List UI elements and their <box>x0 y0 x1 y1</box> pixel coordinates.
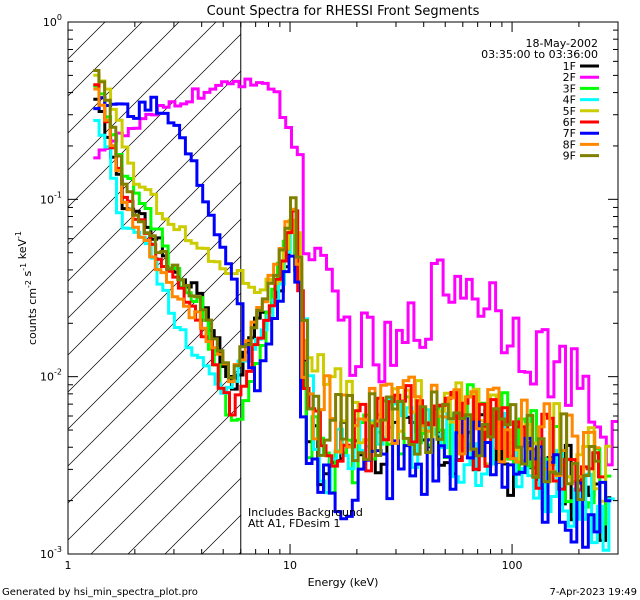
series-line-9F <box>93 69 601 502</box>
plot-frame <box>67 21 619 555</box>
legend-label-2F: 2F <box>563 71 576 84</box>
legend-label-1F: 1F <box>563 60 576 73</box>
y-tick-label: 10-3 <box>40 545 62 561</box>
legend-label-6F: 6F <box>563 116 576 129</box>
hatch-line <box>68 22 291 245</box>
chart-title: Count Spectra for RHESSI Front Segments <box>207 4 480 19</box>
legend-label-7F: 7F <box>563 127 576 140</box>
x-tick-label: 100 <box>502 559 523 572</box>
date-label: 18-May-2002 <box>526 37 598 50</box>
legend-label-5F: 5F <box>563 105 576 118</box>
series-layer <box>93 69 618 552</box>
x-axis-label: Energy (keV) <box>308 576 379 589</box>
hatch-line <box>68 22 254 208</box>
time-range-label: 03:35:00 to 03:36:00 <box>481 48 598 61</box>
axes: 1 10 100 100 10-1 10-2 10-3 <box>40 13 619 572</box>
footer-generator: Generated by hsi_min_spectra_plot.pro <box>2 587 198 598</box>
series-line-7F <box>93 95 612 549</box>
hatch-line <box>68 22 180 134</box>
y-tick-label: 10-2 <box>40 368 62 384</box>
x-tick-label: 10 <box>283 559 297 572</box>
y-axis-label: counts cm-2 s-1 keV-1 <box>14 231 39 345</box>
legend-label-3F: 3F <box>563 82 576 95</box>
footer-date: 7-Apr-2023 19:49 <box>550 587 637 598</box>
x-tick-label: 1 <box>65 559 72 572</box>
legend-label-8F: 8F <box>563 138 576 151</box>
series-line-2F <box>93 77 618 467</box>
annotation-attenuator: Att A1, FDesim 1 <box>248 517 341 530</box>
annotation-background: Includes Background <box>248 506 363 519</box>
y-tick-label: 10-1 <box>40 190 62 206</box>
legend-label-4F: 4F <box>563 94 576 107</box>
hatch-line <box>68 22 328 282</box>
legend-label-9F: 9F <box>563 150 576 163</box>
y-tick-label: 100 <box>43 13 62 29</box>
